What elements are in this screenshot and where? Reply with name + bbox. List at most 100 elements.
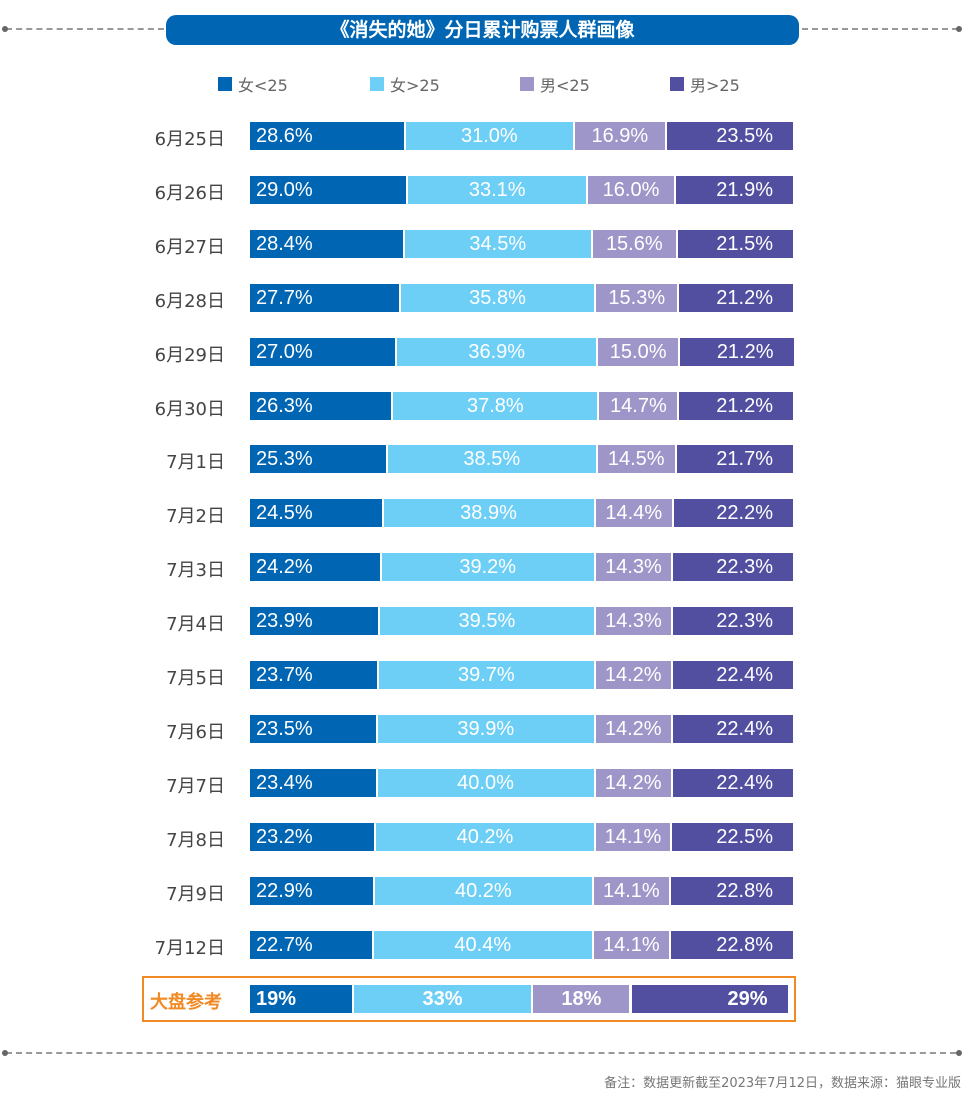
data-label: 14.3% xyxy=(605,610,662,633)
data-label: 15.0% xyxy=(609,340,667,363)
data-label: 24.2% xyxy=(256,556,313,579)
data-label: 22.2% xyxy=(716,502,773,525)
data-label: 24.5% xyxy=(256,502,313,525)
reference-label: 大盘参考 xyxy=(150,992,222,1013)
chart-title: 《消失的她》分日累计购票人群画像 xyxy=(166,15,799,45)
bar-segment: 40.4% xyxy=(373,930,592,959)
bar-segment: 14.3% xyxy=(595,553,672,582)
bar-segment: 14.3% xyxy=(595,607,672,636)
data-label: 21.9% xyxy=(716,178,773,201)
data-label: 21.7% xyxy=(716,448,773,471)
bar-segment: 31.0% xyxy=(405,122,573,150)
bar-segment: 34.5% xyxy=(404,229,591,258)
data-label: 14.7% xyxy=(610,394,667,417)
bar-segment: 22.4% xyxy=(672,714,793,743)
bar-segment: 14.5% xyxy=(597,445,675,474)
divider-dot xyxy=(956,1050,962,1056)
legend-swatch xyxy=(218,77,232,91)
legend-swatch xyxy=(520,77,534,91)
category-label: 7月1日 xyxy=(166,452,225,474)
data-label: 23.9% xyxy=(256,610,313,633)
category-label: 6月29日 xyxy=(154,344,225,366)
bar-segment: 39.9% xyxy=(378,714,594,743)
data-label: 40.2% xyxy=(454,879,512,902)
category-label: 7月6日 xyxy=(166,721,225,743)
bar-segment: 40.2% xyxy=(374,876,592,905)
data-label: 14.1% xyxy=(602,879,660,902)
data-label: 22.7% xyxy=(256,933,313,956)
data-label: 28.4% xyxy=(256,232,313,255)
data-label: 22.8% xyxy=(716,879,773,902)
divider-top-right xyxy=(802,28,958,30)
legend: 女<25 女>25 男<25 男>25 xyxy=(0,72,967,96)
legend-label: 女>25 xyxy=(390,76,440,95)
data-label: 26.3% xyxy=(256,394,313,417)
bar-segment: 16.9% xyxy=(574,122,665,150)
bar-segment: 36.9% xyxy=(397,337,597,366)
bar-segment: 40.2% xyxy=(376,822,594,851)
bar-segment: 24.5% xyxy=(250,499,382,528)
divider-dot xyxy=(2,26,8,32)
bar-segment: 14.2% xyxy=(595,714,671,743)
bar-segment: 35.8% xyxy=(400,283,595,312)
bar-segment: 14.4% xyxy=(595,499,672,528)
bar-segment: 21.2% xyxy=(679,283,793,312)
data-label: 34.5% xyxy=(469,232,527,255)
footnote: 备注：数据更新截至2023年7月12日，数据来源：猫眼专业版 xyxy=(604,1076,961,1091)
data-label: 22.9% xyxy=(256,879,313,902)
data-label: 14.2% xyxy=(604,717,662,740)
data-label: 35.8% xyxy=(469,286,526,309)
data-label: 18% xyxy=(561,988,602,1010)
bar-segment: 26.3% xyxy=(250,391,392,420)
category-label: 7月5日 xyxy=(166,668,225,689)
data-label: 21.2% xyxy=(716,340,774,363)
data-label: 33% xyxy=(422,988,463,1010)
data-label: 36.9% xyxy=(468,340,526,363)
data-label: 23.2% xyxy=(256,825,313,848)
legend-item: 女<25 xyxy=(218,72,288,96)
bar-segment: 22.7% xyxy=(250,930,372,959)
legend-label: 男<25 xyxy=(540,76,590,95)
bar-segment: 21.2% xyxy=(679,391,793,420)
data-label: 22.4% xyxy=(716,717,773,740)
bar-segment: 27.7% xyxy=(250,283,399,312)
category-label: 7月9日 xyxy=(166,883,225,905)
bar-segment: 15.6% xyxy=(592,229,676,258)
bar-segment: 14.2% xyxy=(595,768,671,797)
data-label: 14.1% xyxy=(602,933,660,956)
bar-segment: 23.2% xyxy=(250,822,375,851)
legend-item: 女>25 xyxy=(370,72,440,96)
bar-segment: 16.0% xyxy=(588,175,674,204)
data-label: 27.0% xyxy=(256,340,313,363)
data-label: 39.5% xyxy=(458,610,516,633)
bar-segment: 22.3% xyxy=(673,607,793,636)
data-label: 33.1% xyxy=(468,178,526,201)
legend-swatch xyxy=(670,77,684,91)
bar-segment: 29.0% xyxy=(250,175,407,204)
category-label: 6月28日 xyxy=(154,290,225,312)
bar-segment: 18% xyxy=(533,985,630,1013)
category-label: 6月27日 xyxy=(154,236,225,258)
data-label: 16.9% xyxy=(591,125,649,147)
divider-top-left xyxy=(6,28,164,30)
bar-segment: 23.5% xyxy=(666,122,793,150)
bar-segment: 21.9% xyxy=(675,175,793,204)
data-label: 40.0% xyxy=(457,771,514,794)
legend-swatch xyxy=(370,77,384,91)
bar-segment: 22.5% xyxy=(672,822,793,851)
data-label: 23.5% xyxy=(716,125,773,147)
data-label: 21.2% xyxy=(716,286,773,309)
data-label: 16.0% xyxy=(602,178,660,201)
data-label: 23.4% xyxy=(256,771,313,794)
data-label: 23.7% xyxy=(256,664,313,686)
legend-label: 女<25 xyxy=(238,76,288,95)
bar-segment: 33% xyxy=(353,985,532,1013)
data-label: 39.9% xyxy=(457,717,515,740)
bar-segment: 22.8% xyxy=(670,930,793,959)
bar-segment: 21.2% xyxy=(680,337,794,366)
category-label: 6月26日 xyxy=(154,182,225,204)
legend-item: 男>25 xyxy=(670,72,740,96)
bar-segment: 22.8% xyxy=(670,876,793,905)
bar-segment: 28.6% xyxy=(250,122,404,150)
category-label: 6月25日 xyxy=(154,129,225,150)
